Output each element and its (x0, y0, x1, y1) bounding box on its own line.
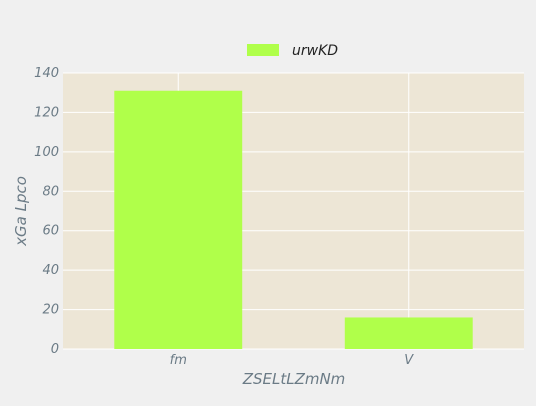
y-tick-label: 120 (34, 105, 59, 120)
bar (114, 90, 243, 349)
legend-label: urwKD (292, 43, 338, 59)
x-tick-label: fm (170, 353, 187, 368)
x-axis-label: ZSELtLZmNm (242, 370, 346, 388)
x-tick-label: V (404, 353, 414, 368)
y-axis-label: xGa Lpco (12, 176, 30, 247)
legend: urwKD (247, 43, 338, 59)
x-tick-labels: fm V (170, 353, 415, 368)
y-tick-label: 20 (42, 303, 59, 318)
bar (344, 317, 473, 349)
bars (114, 90, 473, 349)
y-tick-label: 0 (51, 342, 59, 357)
y-tick-label: 100 (34, 145, 59, 160)
y-tick-label: 80 (42, 184, 59, 199)
y-tick-label: 40 (42, 263, 59, 278)
legend-swatch (247, 44, 279, 56)
y-tick-label: 60 (42, 224, 59, 239)
y-tick-labels: 0 20 40 60 80 100 120 140 (34, 66, 59, 357)
y-tick-label: 140 (34, 66, 59, 81)
